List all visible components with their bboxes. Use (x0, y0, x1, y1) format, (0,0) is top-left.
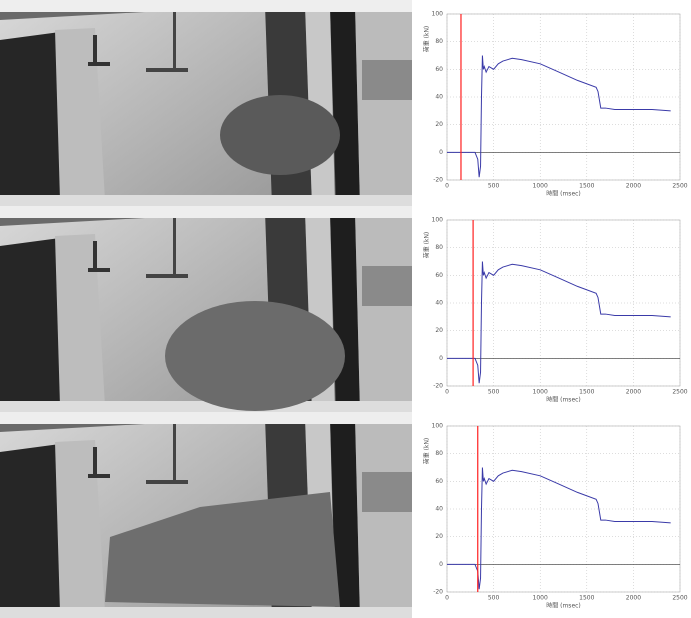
y-tick-label: 60 (435, 478, 443, 485)
x-tick-label: 2000 (626, 595, 641, 602)
y-tick-label: 0 (439, 561, 443, 568)
x-axis-label: 時間 (msec) (546, 396, 581, 404)
y-tick-label: 60 (435, 272, 443, 279)
x-axis-label: 時間 (msec) (546, 190, 581, 198)
y-tick-label: 60 (435, 66, 443, 73)
debris-pile (220, 95, 340, 175)
photo (0, 206, 412, 412)
y-axis-label: 荷重 (kN) (423, 26, 431, 53)
x-tick-label: 1500 (579, 183, 594, 190)
x-tick-label: 2000 (626, 183, 641, 190)
x-tick-label: 1000 (533, 389, 548, 396)
x-tick-label: 500 (488, 183, 500, 190)
y-tick-label: 100 (432, 11, 444, 18)
x-tick-label: 2500 (672, 389, 687, 396)
x-tick-label: 0 (445, 595, 449, 602)
y-tick-label: 40 (435, 506, 443, 513)
y-tick-label: 40 (435, 300, 443, 307)
x-tick-label: 1000 (533, 183, 548, 190)
x-tick-label: 500 (488, 595, 500, 602)
page: {"chart_data": [ {"type": "line", "xlabe… (0, 0, 691, 618)
x-tick-label: 1500 (579, 595, 594, 602)
y-axis-label: 荷重 (kN) (423, 438, 431, 465)
x-axis-label: 時間 (msec) (546, 602, 581, 610)
photo (0, 0, 412, 206)
x-tick-label: 2500 (672, 595, 687, 602)
x-tick-label: 2500 (672, 183, 687, 190)
y-tick-label: 100 (432, 217, 444, 224)
y-tick-label: 20 (435, 327, 443, 334)
photo (0, 412, 412, 618)
y-tick-label: 80 (435, 450, 443, 457)
x-tick-label: 1000 (533, 595, 548, 602)
y-tick-label: -20 (433, 383, 443, 390)
y-tick-label: 100 (432, 423, 444, 430)
x-tick-label: 2000 (626, 389, 641, 396)
y-tick-label: 20 (435, 533, 443, 540)
x-tick-label: 0 (445, 389, 449, 396)
y-tick-label: -20 (433, 589, 443, 596)
y-tick-label: 0 (439, 355, 443, 362)
y-tick-label: 80 (435, 38, 443, 45)
x-tick-label: 0 (445, 183, 449, 190)
y-tick-label: 0 (439, 149, 443, 156)
y-tick-label: -20 (433, 177, 443, 184)
debris-pile (165, 301, 345, 411)
y-axis-label: 荷重 (kN) (423, 232, 431, 259)
y-tick-label: 20 (435, 121, 443, 128)
y-tick-label: 40 (435, 94, 443, 101)
x-tick-label: 500 (488, 389, 500, 396)
x-tick-label: 1500 (579, 389, 594, 396)
y-tick-label: 80 (435, 244, 443, 251)
